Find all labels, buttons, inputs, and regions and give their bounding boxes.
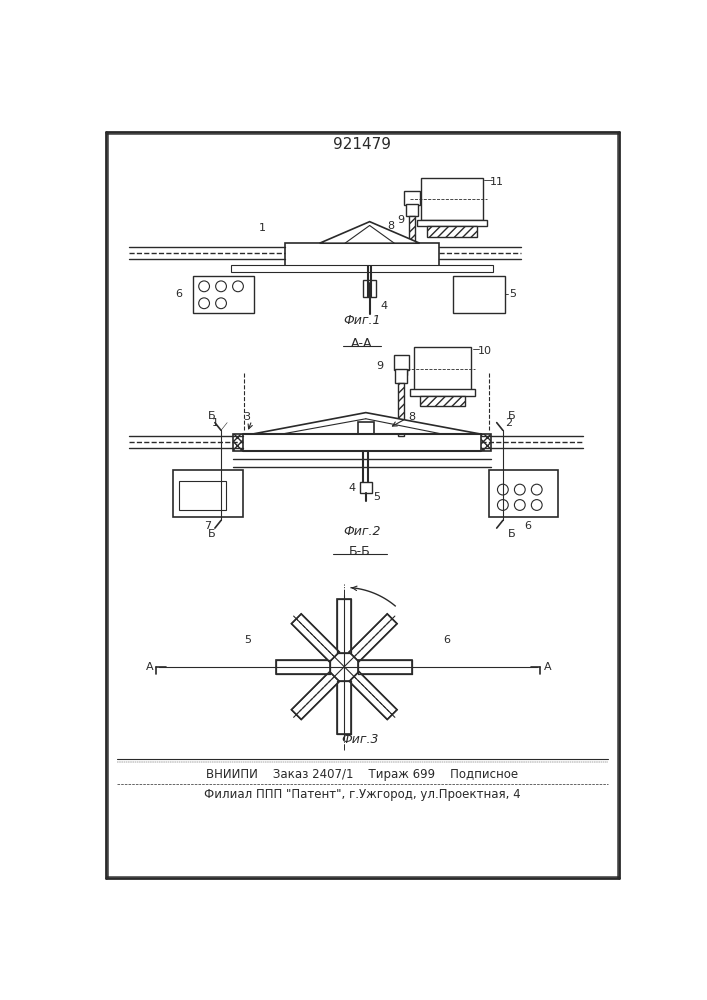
Bar	[394, 355, 409, 370]
Polygon shape	[320, 222, 420, 243]
Text: 1: 1	[258, 223, 265, 233]
Bar	[233, 434, 243, 451]
Text: 6: 6	[175, 289, 182, 299]
Bar	[192, 276, 254, 312]
Bar	[452, 276, 506, 312]
Text: Б: Б	[508, 411, 516, 421]
Text: 8: 8	[409, 412, 416, 422]
Text: 8: 8	[387, 221, 394, 231]
Circle shape	[216, 281, 226, 292]
Circle shape	[515, 500, 525, 510]
Bar	[407, 193, 416, 205]
Bar	[363, 280, 376, 297]
Circle shape	[515, 484, 525, 495]
Text: 9: 9	[397, 215, 404, 225]
Text: Б: Б	[508, 529, 516, 539]
Circle shape	[532, 500, 542, 510]
Bar	[414, 347, 472, 389]
Bar	[420, 396, 465, 406]
Bar	[421, 178, 483, 220]
Text: Фиг.3: Фиг.3	[341, 733, 378, 746]
Text: 6: 6	[443, 635, 450, 645]
Bar	[398, 383, 404, 436]
Bar	[360, 482, 372, 493]
Text: 2: 2	[505, 418, 512, 428]
Polygon shape	[358, 660, 412, 674]
Text: Фиг.1: Фиг.1	[343, 314, 380, 327]
Text: А: А	[146, 662, 154, 672]
Polygon shape	[291, 672, 339, 720]
Bar	[406, 204, 418, 216]
Circle shape	[199, 298, 209, 309]
Text: 4: 4	[380, 301, 387, 311]
Bar	[481, 434, 491, 451]
Circle shape	[199, 281, 209, 292]
Bar	[285, 243, 439, 266]
Circle shape	[216, 298, 226, 309]
Text: 10: 10	[478, 346, 492, 356]
Bar	[395, 369, 407, 383]
Polygon shape	[252, 413, 481, 434]
Polygon shape	[349, 614, 397, 662]
Text: Фиг.2: Фиг.2	[343, 525, 380, 538]
Bar	[417, 220, 486, 226]
Text: 3: 3	[243, 412, 250, 422]
Text: 5: 5	[244, 635, 251, 645]
Bar	[173, 470, 243, 517]
Text: Филиал ППП "Патент", г.Ужгород, ул.Проектная, 4: Филиал ППП "Патент", г.Ужгород, ул.Проек…	[204, 788, 520, 801]
Text: 921479: 921479	[333, 137, 391, 152]
Bar	[358, 422, 373, 434]
Text: 1: 1	[212, 418, 219, 428]
Bar	[489, 470, 559, 517]
Text: 11: 11	[490, 177, 503, 187]
Text: 6: 6	[524, 521, 531, 531]
Text: Б: Б	[208, 529, 216, 539]
Text: 4: 4	[349, 483, 356, 493]
Circle shape	[233, 281, 243, 292]
Polygon shape	[291, 614, 339, 662]
Bar	[409, 216, 415, 251]
Text: 9: 9	[376, 361, 383, 371]
Bar	[404, 191, 420, 205]
Text: Б: Б	[208, 411, 216, 421]
Bar	[231, 265, 493, 272]
Bar	[397, 363, 407, 375]
Text: А-А: А-А	[351, 337, 373, 350]
Circle shape	[498, 484, 508, 495]
Text: 5: 5	[509, 289, 516, 299]
Text: А: А	[544, 662, 551, 672]
Circle shape	[532, 484, 542, 495]
Text: Б-Б: Б-Б	[349, 545, 370, 558]
Bar	[180, 481, 226, 510]
Text: 5: 5	[373, 492, 380, 502]
Bar	[409, 389, 475, 396]
Polygon shape	[337, 599, 351, 653]
Polygon shape	[349, 672, 397, 720]
Bar	[428, 226, 477, 237]
Text: ВНИИПИ    Заказ 2407/1    Тираж 699    Подписное: ВНИИПИ Заказ 2407/1 Тираж 699 Подписное	[206, 768, 518, 781]
Text: 7: 7	[204, 521, 211, 531]
Circle shape	[498, 500, 508, 510]
Polygon shape	[337, 681, 351, 734]
Polygon shape	[276, 660, 330, 674]
